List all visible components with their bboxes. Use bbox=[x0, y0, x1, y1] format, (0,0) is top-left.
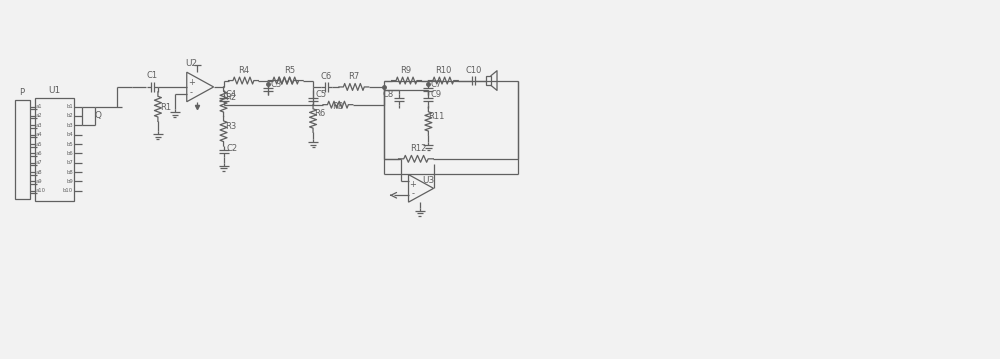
Text: a8: a8 bbox=[36, 169, 43, 174]
Text: b7: b7 bbox=[66, 160, 73, 165]
Text: b6: b6 bbox=[66, 151, 73, 156]
Text: a10: a10 bbox=[36, 188, 46, 194]
Text: Q: Q bbox=[95, 112, 102, 121]
Text: b2: b2 bbox=[66, 113, 73, 118]
Text: b5: b5 bbox=[66, 141, 73, 146]
Text: C3: C3 bbox=[271, 80, 282, 89]
Text: -: - bbox=[190, 88, 193, 97]
Text: R3: R3 bbox=[225, 122, 236, 131]
Text: a5: a5 bbox=[36, 141, 43, 146]
Text: b1: b1 bbox=[66, 104, 73, 109]
Text: R12: R12 bbox=[410, 144, 427, 153]
Text: R1: R1 bbox=[160, 103, 171, 112]
Text: C2: C2 bbox=[227, 144, 238, 153]
Text: C4: C4 bbox=[226, 90, 237, 99]
Text: b10: b10 bbox=[63, 188, 73, 194]
Text: C7: C7 bbox=[431, 80, 442, 89]
Text: a6: a6 bbox=[36, 151, 43, 156]
Text: C5: C5 bbox=[315, 90, 327, 99]
Text: R2: R2 bbox=[225, 93, 236, 102]
Text: a3: a3 bbox=[36, 123, 43, 128]
Text: +: + bbox=[188, 78, 195, 87]
Text: R6: R6 bbox=[314, 109, 326, 118]
Text: C9: C9 bbox=[431, 90, 442, 99]
Text: U3: U3 bbox=[422, 176, 435, 185]
Text: R8: R8 bbox=[332, 102, 344, 111]
Bar bbox=[486, 76, 491, 85]
Text: R7: R7 bbox=[348, 72, 359, 81]
Text: a9: a9 bbox=[36, 179, 43, 184]
Text: C10: C10 bbox=[465, 66, 482, 75]
Text: P: P bbox=[20, 88, 25, 97]
Text: b8: b8 bbox=[66, 169, 73, 174]
Bar bbox=[15, 100, 30, 199]
Text: +: + bbox=[410, 180, 416, 189]
Text: b4: b4 bbox=[66, 132, 73, 137]
Text: a1: a1 bbox=[36, 104, 43, 109]
Text: -: - bbox=[411, 190, 414, 199]
Text: R4: R4 bbox=[238, 66, 249, 75]
Text: C1: C1 bbox=[147, 71, 158, 80]
Text: a7: a7 bbox=[36, 160, 43, 165]
Text: a4: a4 bbox=[36, 132, 43, 137]
Text: a2: a2 bbox=[36, 113, 43, 118]
Text: R9: R9 bbox=[400, 66, 411, 75]
Bar bbox=[35, 98, 74, 201]
Text: C6: C6 bbox=[321, 72, 332, 81]
Text: U1: U1 bbox=[48, 86, 61, 95]
Text: U2: U2 bbox=[186, 59, 198, 68]
Text: R10: R10 bbox=[435, 66, 452, 75]
Text: C8: C8 bbox=[383, 90, 394, 99]
Text: b9: b9 bbox=[66, 179, 73, 184]
Text: R11: R11 bbox=[428, 112, 445, 121]
Text: R5: R5 bbox=[285, 66, 296, 75]
Text: b3: b3 bbox=[66, 123, 73, 128]
